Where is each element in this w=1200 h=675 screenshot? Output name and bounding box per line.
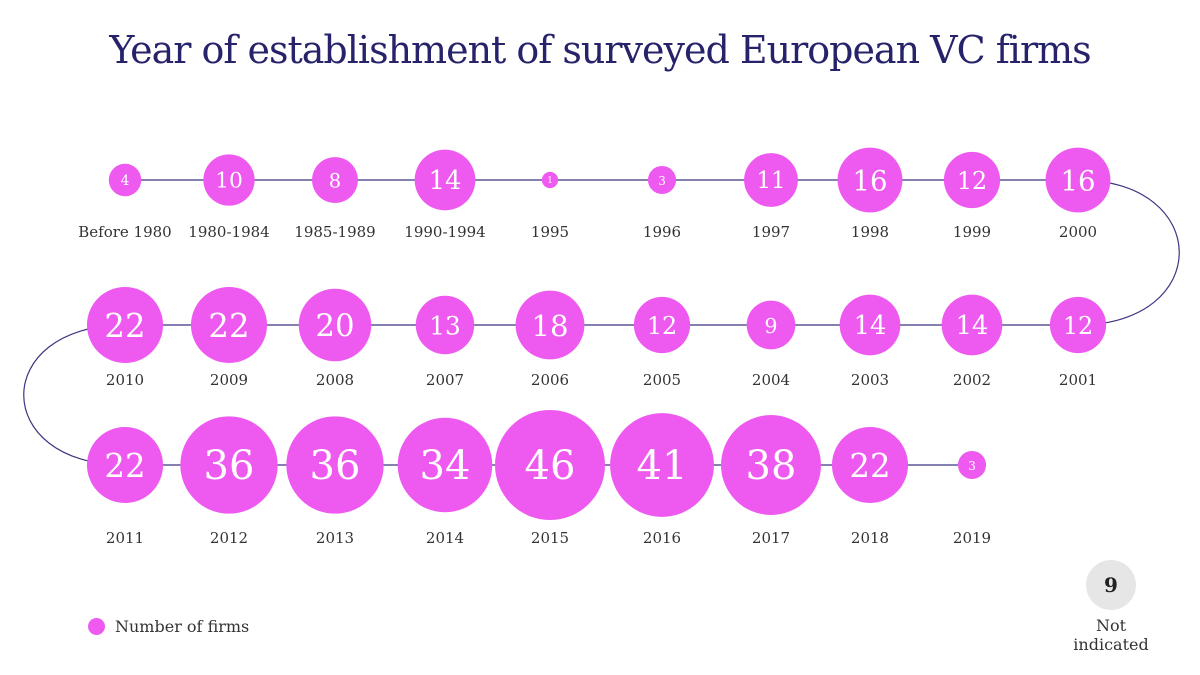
year-label: 1995: [531, 223, 569, 241]
bubble-value: 14: [429, 166, 462, 196]
year-label: 1990-1994: [404, 223, 485, 241]
year-label: 1985-1989: [294, 223, 375, 241]
bubble: [541, 171, 559, 189]
bubble-value: 22: [104, 447, 145, 485]
bubble-value: 12: [1063, 312, 1093, 340]
bubble: [203, 154, 255, 206]
bubble: [941, 294, 1003, 356]
bubble-value: 9: [764, 314, 777, 338]
year-label: 2017: [752, 529, 790, 547]
year-label: 2019: [953, 529, 991, 547]
bubble: [312, 157, 358, 203]
bubble: [647, 165, 677, 195]
bubble: [414, 149, 476, 211]
bubble-value: 4: [121, 173, 130, 189]
year-labels: Before 1980 1980-1984 1985-1989 1990-1994 19…: [78, 223, 1097, 547]
year-label: 2008: [316, 371, 354, 389]
bubble: [837, 147, 903, 213]
curve-connector: [1077, 179, 1180, 326]
year-label: 2007: [426, 371, 464, 389]
bubble-value: 14: [854, 311, 887, 341]
year-label: 2012: [210, 529, 248, 547]
bubble: [495, 410, 605, 520]
bubble-value: 16: [852, 165, 887, 198]
year-label: 2002: [953, 371, 991, 389]
year-label: 2014: [426, 529, 464, 547]
bubble-value: 10: [215, 169, 243, 194]
bubble: [1049, 296, 1107, 354]
bubble: [108, 163, 142, 197]
bubble-value: 3: [658, 174, 666, 188]
not-indicated: 9 Not indicated: [1056, 560, 1166, 654]
bubble-value: 36: [204, 443, 255, 489]
curve-connector: [23, 324, 126, 466]
bubble: [190, 286, 268, 364]
bubble-value: 16: [1060, 165, 1095, 198]
year-label: 2010: [106, 371, 144, 389]
not-indicated-label: Not indicated: [1073, 616, 1149, 654]
bubble-value: 14: [956, 311, 989, 341]
bubble: [286, 416, 384, 514]
year-label: 2016: [643, 529, 681, 547]
year-label: 2015: [531, 529, 569, 547]
bubble: [86, 426, 164, 504]
bubble-value: 1: [547, 176, 553, 186]
year-label: 2018: [851, 529, 889, 547]
bubble-value: 3: [968, 459, 976, 473]
year-label: 2003: [851, 371, 889, 389]
bubble-value: 11: [756, 168, 785, 194]
bubble: [957, 450, 987, 480]
bubble-value: 34: [420, 443, 471, 489]
bubble: [746, 300, 796, 350]
bubble: [415, 295, 475, 355]
year-label: 2001: [1059, 371, 1097, 389]
bubble: [1045, 147, 1111, 213]
bubble: [610, 413, 714, 517]
year-label: 1998: [851, 223, 889, 241]
chart-title: Year of establishment of surveyed Europe…: [109, 28, 1091, 72]
year-label: 1997: [752, 223, 790, 241]
year-label: 1999: [953, 223, 991, 241]
bubble: [721, 415, 821, 515]
year-label: 2013: [316, 529, 354, 547]
bubble-value: 41: [637, 443, 688, 489]
bubble-value: 20: [315, 308, 354, 344]
year-label: 2004: [752, 371, 790, 389]
bubble-value: 18: [531, 309, 568, 343]
year-label: Before 1980: [78, 223, 171, 241]
bubble-value: 46: [525, 443, 576, 489]
bubble-value: 13: [429, 312, 461, 341]
bubble: [831, 426, 909, 504]
bubble-value: 36: [310, 443, 361, 489]
bubble: [744, 153, 798, 207]
year-label: 1980-1984: [188, 223, 269, 241]
bubble: [633, 296, 691, 354]
bubble: [943, 151, 1001, 209]
bubble-value: 8: [329, 170, 341, 193]
bubble-value: 38: [746, 443, 797, 489]
year-label: 2005: [643, 371, 681, 389]
bubble: [86, 286, 164, 364]
legend-label: Number of firms: [115, 617, 250, 636]
year-label: 2006: [531, 371, 569, 389]
year-label: 2000: [1059, 223, 1097, 241]
bubble-value: 22: [849, 447, 890, 485]
year-label: 2011: [106, 529, 144, 547]
bubble-value: 22: [208, 307, 249, 345]
bubble: [839, 294, 901, 356]
bubble: [515, 290, 585, 360]
bubble-value: 22: [104, 307, 145, 345]
bubble-value: 12: [957, 167, 987, 195]
bubble: [298, 288, 372, 362]
year-label: 2009: [210, 371, 248, 389]
bubble-value: 12: [647, 312, 677, 340]
legend: Number of firms: [88, 617, 249, 636]
not-indicated-value: 9: [1086, 560, 1136, 610]
bubble: [180, 416, 278, 514]
legend-swatch: [88, 618, 105, 635]
bubble: [397, 417, 493, 513]
year-label: 1996: [643, 223, 681, 241]
